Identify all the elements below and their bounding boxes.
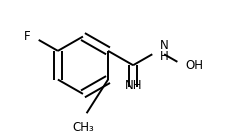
Text: NH: NH bbox=[124, 79, 142, 92]
Text: F: F bbox=[24, 30, 31, 43]
Text: CH₃: CH₃ bbox=[72, 121, 94, 134]
Text: N
H: N H bbox=[160, 39, 169, 63]
Text: OH: OH bbox=[185, 59, 203, 72]
